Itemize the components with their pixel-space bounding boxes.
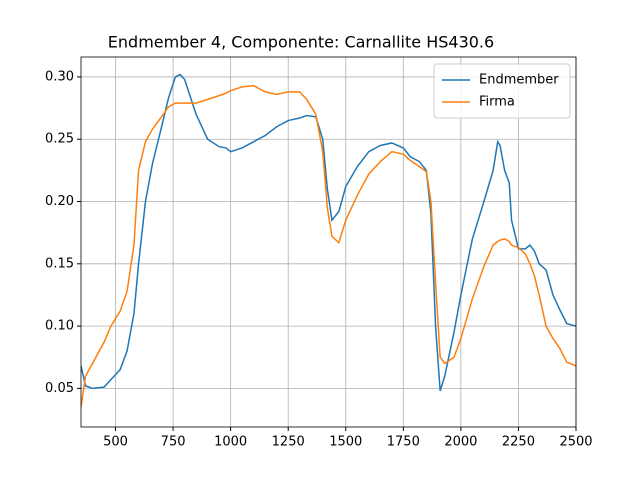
data-line <box>81 73 576 392</box>
x-tick-label: 750 <box>161 435 186 450</box>
x-tick-label: 500 <box>103 435 128 450</box>
x-tick-label: 1000 <box>214 435 247 450</box>
y-tick-label: 0.30 <box>45 69 74 84</box>
x-tick-label: 1500 <box>329 435 362 450</box>
y-tick-label: 0.10 <box>45 319 74 334</box>
data-line <box>81 84 576 408</box>
x-tick-label: 2500 <box>559 435 592 450</box>
plot-frame <box>80 56 577 428</box>
y-tick-label: 0.05 <box>45 381 74 396</box>
x-tick-label: 2000 <box>444 435 477 450</box>
y-tick-label: 0.25 <box>45 132 74 147</box>
x-tick-label: 2250 <box>502 435 535 450</box>
y-tick-label: 0.15 <box>45 256 74 271</box>
legend-label: Endmember <box>479 73 559 88</box>
chart-title: Endmember 4, Componente: Carnallite HS43… <box>108 33 494 52</box>
x-tick-label: 1250 <box>272 435 305 450</box>
legend-box <box>433 63 571 119</box>
legend-label: Firma <box>479 95 515 110</box>
y-tick-label: 0.20 <box>45 194 74 209</box>
x-tick-label: 1750 <box>387 435 420 450</box>
